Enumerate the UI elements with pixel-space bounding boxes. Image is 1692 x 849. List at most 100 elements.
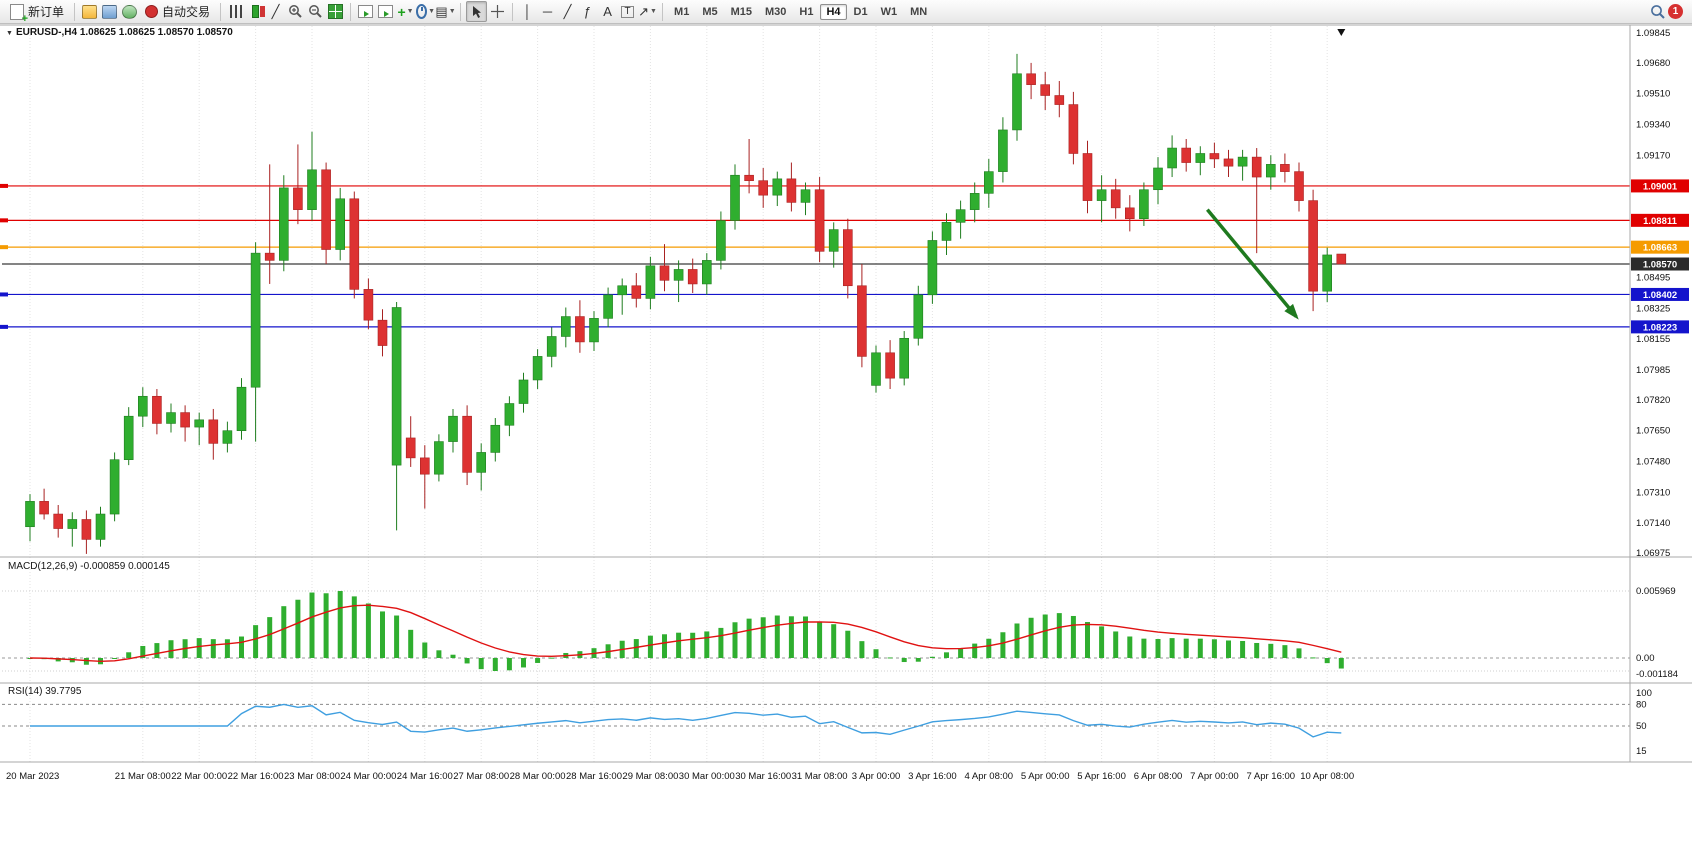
tile-windows-button[interactable] xyxy=(326,2,345,21)
auto-trading-button[interactable]: 自动交易 xyxy=(140,2,215,21)
rsi-label: RSI(14) 39.7795 xyxy=(8,686,81,697)
candle-chart-mode-button[interactable] xyxy=(246,2,265,21)
macd-histogram-bar xyxy=(803,616,808,658)
current-price-badge-text: 1.08570 xyxy=(1643,260,1677,271)
candle xyxy=(25,501,35,528)
notification-badge[interactable]: 1 xyxy=(1668,4,1683,19)
period-clock-dropdown[interactable]: ▼ xyxy=(416,2,435,21)
candle xyxy=(857,285,867,357)
macd-histogram-bar xyxy=(450,654,456,658)
candle xyxy=(1054,95,1065,105)
text-tool-icon: A xyxy=(603,4,612,19)
chart-shift-icon xyxy=(378,5,394,18)
market-watch-button[interactable] xyxy=(80,2,99,21)
timeframe-h4-button[interactable]: H4 xyxy=(820,3,847,20)
rsi-scale-label: 80 xyxy=(1636,699,1647,710)
new-chart-dropdown[interactable]: + ▼ xyxy=(396,2,415,21)
cursor-icon xyxy=(472,5,481,18)
macd-histogram-bar xyxy=(1296,648,1302,658)
vertical-line-tool-button[interactable]: │ xyxy=(518,2,537,21)
cursor-button[interactable] xyxy=(466,1,488,22)
trendline-tool-button[interactable]: ╱ xyxy=(558,2,577,21)
candle xyxy=(1125,207,1135,220)
fibonacci-tool-button[interactable]: ƒ xyxy=(578,2,597,21)
candle xyxy=(941,222,952,241)
candle xyxy=(800,189,811,203)
price-scale-label: 1.06975 xyxy=(1636,548,1670,559)
timeframe-h1-button[interactable]: H1 xyxy=(799,5,814,18)
price-level-tick xyxy=(0,324,8,329)
zoom-in-icon xyxy=(289,5,302,18)
rsi-line xyxy=(30,703,1342,738)
macd-histogram-bar xyxy=(1338,658,1344,669)
candle xyxy=(589,318,599,343)
current-price-badge xyxy=(1631,257,1689,271)
horizontal-line-tool-button[interactable]: ─ xyxy=(538,2,557,21)
time-axis-label: 27 Mar 08:00 xyxy=(453,771,509,782)
timeframe-m30-button[interactable]: M30 xyxy=(765,5,787,18)
chart-dropdown-icon[interactable]: ▼ xyxy=(6,30,13,37)
candle xyxy=(1266,164,1276,178)
arrow-annotation[interactable] xyxy=(1206,208,1298,318)
timeframe-m15-button[interactable]: M15 xyxy=(730,5,752,18)
macd-histogram-bar xyxy=(1310,657,1316,659)
timeframe-d1-button[interactable]: D1 xyxy=(853,5,868,18)
new-order-button[interactable]: 新订单 xyxy=(5,2,69,25)
macd-histogram-bar xyxy=(1113,631,1119,658)
time-axis-label: 24 Mar 16:00 xyxy=(397,771,453,782)
timeframe-mn-button[interactable]: MN xyxy=(910,5,928,18)
chart-area[interactable]: 1.09845 1.09680 1.09510 1.09340 1.09170 1.084… xyxy=(0,24,1692,849)
indicators-dropdown[interactable]: ▤ ▼ xyxy=(435,2,455,21)
candle xyxy=(1237,156,1248,167)
navigator-button[interactable] xyxy=(120,2,139,21)
data-window-button[interactable] xyxy=(100,2,119,21)
chart-shift-button[interactable] xyxy=(376,2,395,21)
market-watch-icon xyxy=(82,4,98,19)
arrange-windows-button[interactable] xyxy=(356,2,375,21)
candle xyxy=(927,240,938,296)
zoom-in-button[interactable] xyxy=(286,2,305,21)
candle xyxy=(53,513,64,529)
auto-trading-label: 自动交易 xyxy=(162,5,211,19)
bar-chart-mode-button[interactable] xyxy=(226,2,245,21)
toolbar-separator xyxy=(512,2,514,21)
macd-histogram-bar xyxy=(394,615,400,658)
toolbar-separator xyxy=(220,2,222,21)
timeframe-m1-button[interactable]: M1 xyxy=(674,5,690,18)
label-tool-button[interactable]: T xyxy=(618,2,637,21)
macd-histogram-bar xyxy=(295,599,301,658)
time-axis-label: 22 Mar 00:00 xyxy=(171,771,227,782)
macd-histogram-bar xyxy=(1056,613,1062,658)
price-level-tick xyxy=(0,292,8,297)
timeframe-m5-button[interactable]: M5 xyxy=(702,5,718,18)
macd-histogram-bar xyxy=(873,649,879,658)
crosshair-button[interactable] xyxy=(488,2,507,21)
macd-histogram-bar xyxy=(887,657,893,659)
candle xyxy=(1026,73,1036,85)
line-chart-mode-button[interactable]: ╱ xyxy=(266,2,285,21)
macd-histogram-bar xyxy=(845,630,851,658)
candle xyxy=(1308,200,1318,292)
timeframe-w1-button[interactable]: W1 xyxy=(880,5,898,18)
candle xyxy=(814,189,825,252)
search-button[interactable] xyxy=(1648,2,1667,21)
arrows-tool-dropdown[interactable]: ↗ ▼ xyxy=(638,2,657,21)
macd-histogram-bar xyxy=(690,632,696,658)
macd-signal-line xyxy=(29,604,1342,663)
price-level-badge-text: 1.08223 xyxy=(1643,322,1677,333)
text-tool-button[interactable]: A xyxy=(598,2,617,21)
price-scale-label: 1.09340 xyxy=(1636,119,1670,130)
candle xyxy=(1040,84,1050,96)
candle xyxy=(307,169,317,210)
price-level-tick xyxy=(0,245,8,250)
candle xyxy=(293,187,303,210)
candle xyxy=(1294,171,1304,201)
price-level-badge xyxy=(1631,287,1689,301)
candle xyxy=(152,395,162,424)
time-axis-label: 29 Mar 08:00 xyxy=(622,771,678,782)
macd-histogram-bar xyxy=(1226,640,1231,658)
zoom-out-button[interactable] xyxy=(306,2,325,21)
candle xyxy=(264,252,275,261)
candle xyxy=(250,252,261,388)
price-chart-canvas[interactable]: 1.09845 1.09680 1.09510 1.09340 1.09170 1.084… xyxy=(0,24,1692,849)
